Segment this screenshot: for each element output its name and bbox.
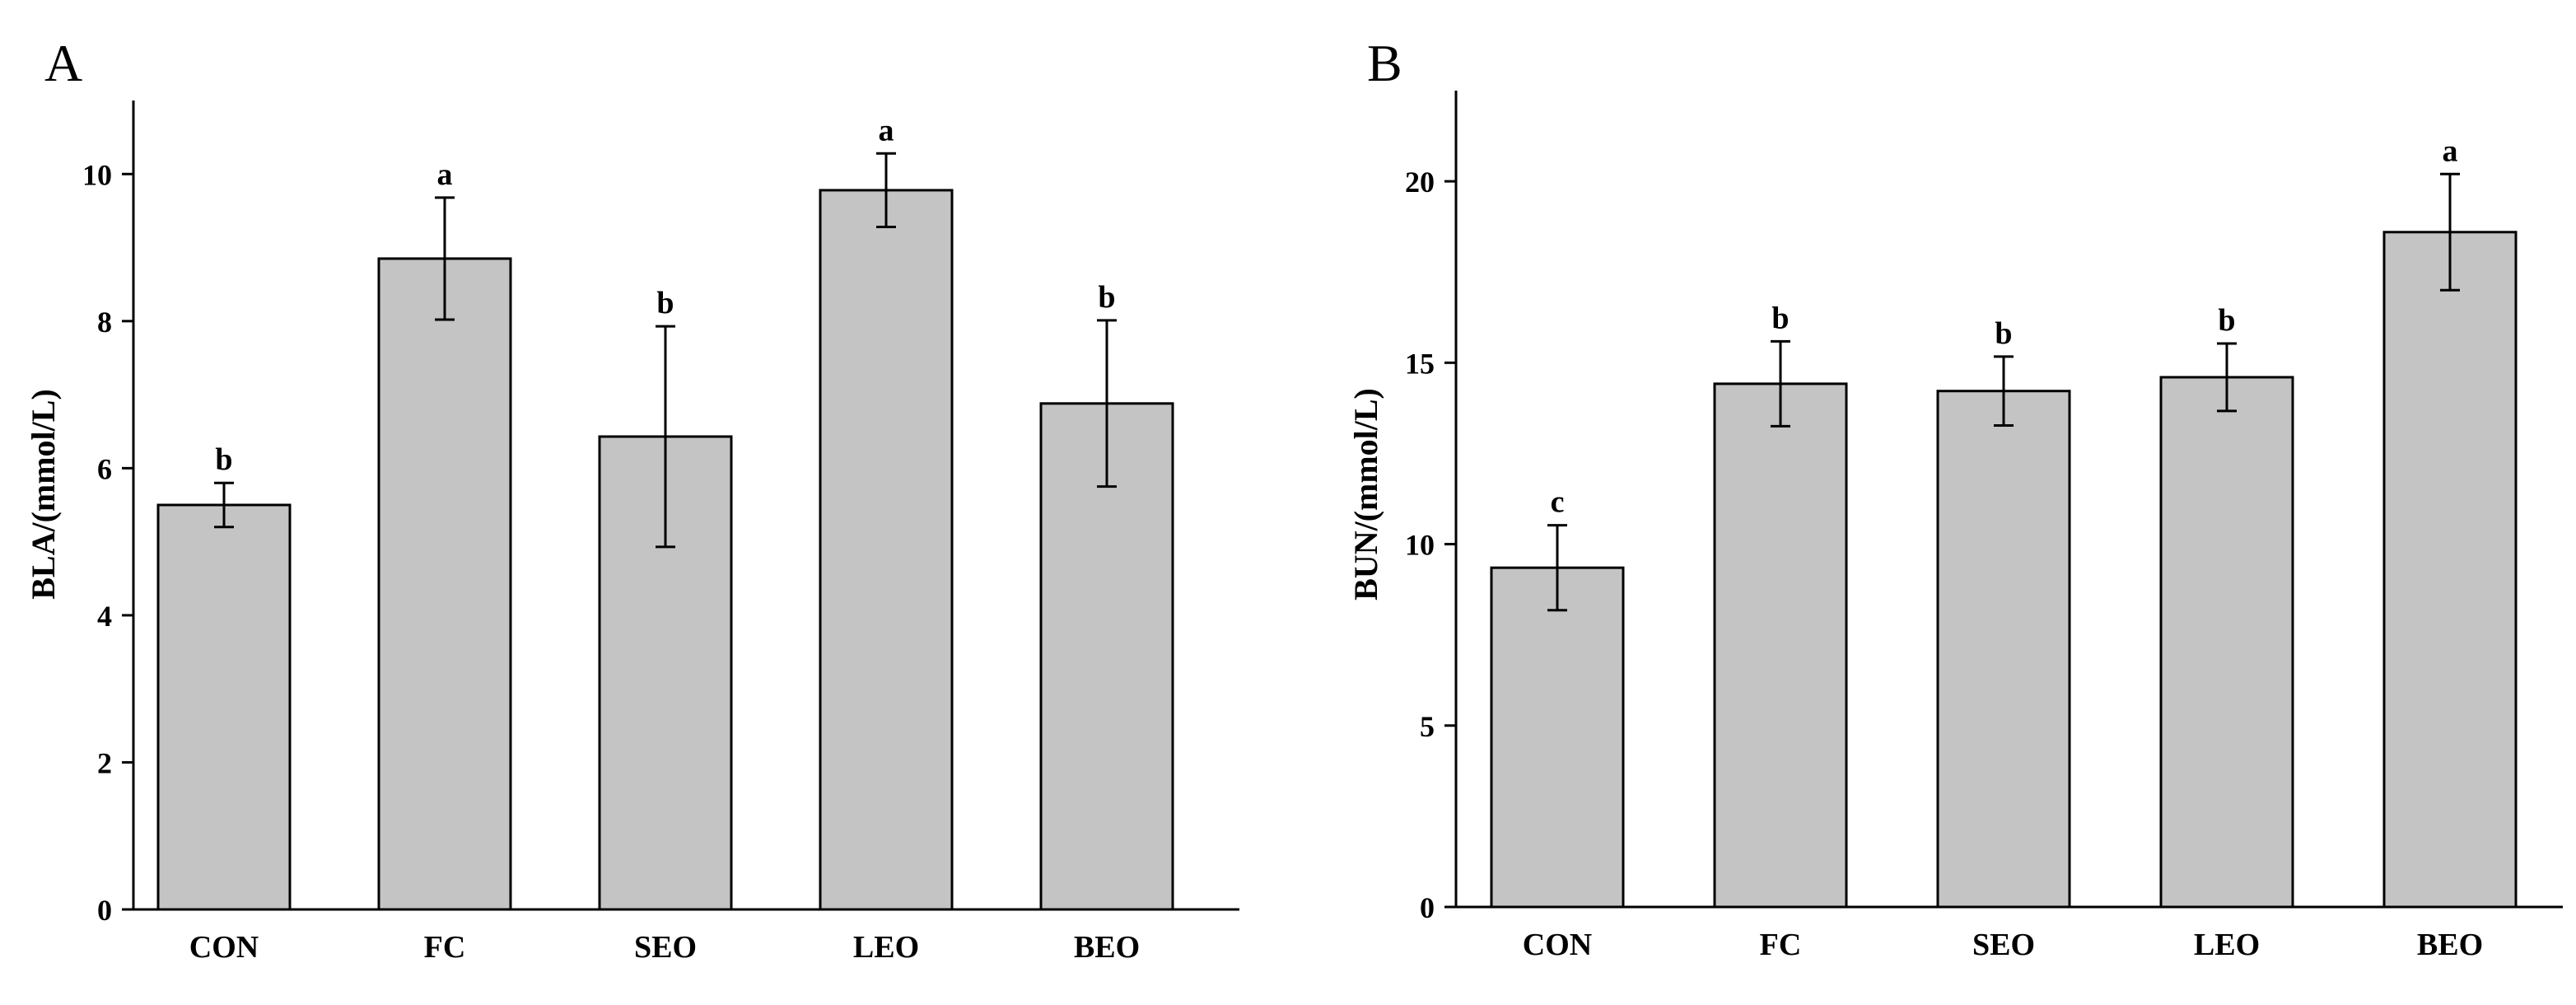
bar-marks-a: b a b a b [156,113,1174,911]
error-bar-fc [1771,339,1790,428]
error-bar-seo [1994,355,2014,428]
x-tick-label-fc: FC [1760,928,1802,962]
axes-a [132,100,1239,911]
error-bar-beo [2440,172,2460,292]
category-labels-b: CON FC SEO LEO BEO [1523,928,2483,962]
x-tick-label-con: CON [1523,928,1592,962]
x-tick-label-seo: SEO [1972,928,2035,962]
bar-fc [1713,382,1848,909]
error-bar-leo [2217,342,2237,413]
y-tick-label: 5 [1420,710,1435,743]
significance-label-fc: b [1771,301,1789,335]
bar-con [1490,566,1625,909]
bar-leo [819,189,954,911]
significance-label-fc: a [437,157,453,192]
error-bar-seo [656,325,675,549]
y-axis-label-a: BLA/(mmol/L) [25,389,62,600]
significance-label-con: b [215,442,232,477]
y-tick-label: 6 [97,452,112,485]
y-tick-label: 8 [97,306,112,339]
chart-panel-b: B BUN/(mmol/L) c b b b a 0 5 10 15 20 CON FC SEO LE… [1347,34,2563,962]
error-bar-fc [435,196,455,321]
y-tick-label: 0 [97,894,112,927]
bar-leo [2159,376,2294,909]
bar-marks-b: c b b b a [1490,133,2518,909]
x-tick-label-fc: FC [424,930,466,965]
error-bar-leo [876,152,896,229]
panel-letter-a: A [44,34,82,92]
y-tick-label: 10 [1405,529,1435,562]
error-bar-beo [1097,319,1117,488]
x-tick-label-beo: BEO [1074,930,1140,965]
y-tick-label: 10 [82,158,112,191]
y-ticks-b: 0 5 10 15 20 [1405,166,1456,924]
x-tick-label-seo: SEO [634,930,697,965]
bar-fc [377,257,512,911]
significance-label-seo: b [656,286,674,320]
bar-seo [1936,390,2071,909]
significance-label-beo: b [1098,280,1115,315]
x-tick-label-leo: LEO [853,930,919,965]
bar-con [156,503,292,911]
error-bar-con [1547,524,1567,612]
category-labels-a: CON FC SEO LEO BEO [189,930,1140,965]
y-ticks-a: 0 2 4 6 8 10 [82,158,133,927]
significance-label-leo: a [879,113,894,147]
significance-label-seo: b [1995,316,2012,351]
panel-letter-b: B [1367,34,1402,92]
y-tick-label: 20 [1405,166,1435,199]
error-bar-con [214,481,234,529]
significance-label-con: c [1551,485,1565,520]
y-tick-label: 4 [97,600,112,633]
axes-b [1454,91,2563,909]
bar-beo [2382,231,2518,909]
significance-label-leo: b [2218,303,2235,338]
x-tick-label-beo: BEO [2417,928,2483,962]
y-tick-label: 0 [1420,891,1435,924]
y-tick-label: 2 [97,746,112,779]
y-tick-label: 15 [1405,347,1435,380]
y-axis-label-b: BUN/(mmol/L) [1347,388,1384,601]
significance-label-beo: a [2443,133,2458,168]
x-tick-label-leo: LEO [2194,928,2260,962]
chart-panel-a: A BLA/(mmol/L) b a b a b 0 2 4 6 8 10 CON FC SEO LEO… [25,34,1239,965]
x-tick-label-con: CON [189,930,259,965]
